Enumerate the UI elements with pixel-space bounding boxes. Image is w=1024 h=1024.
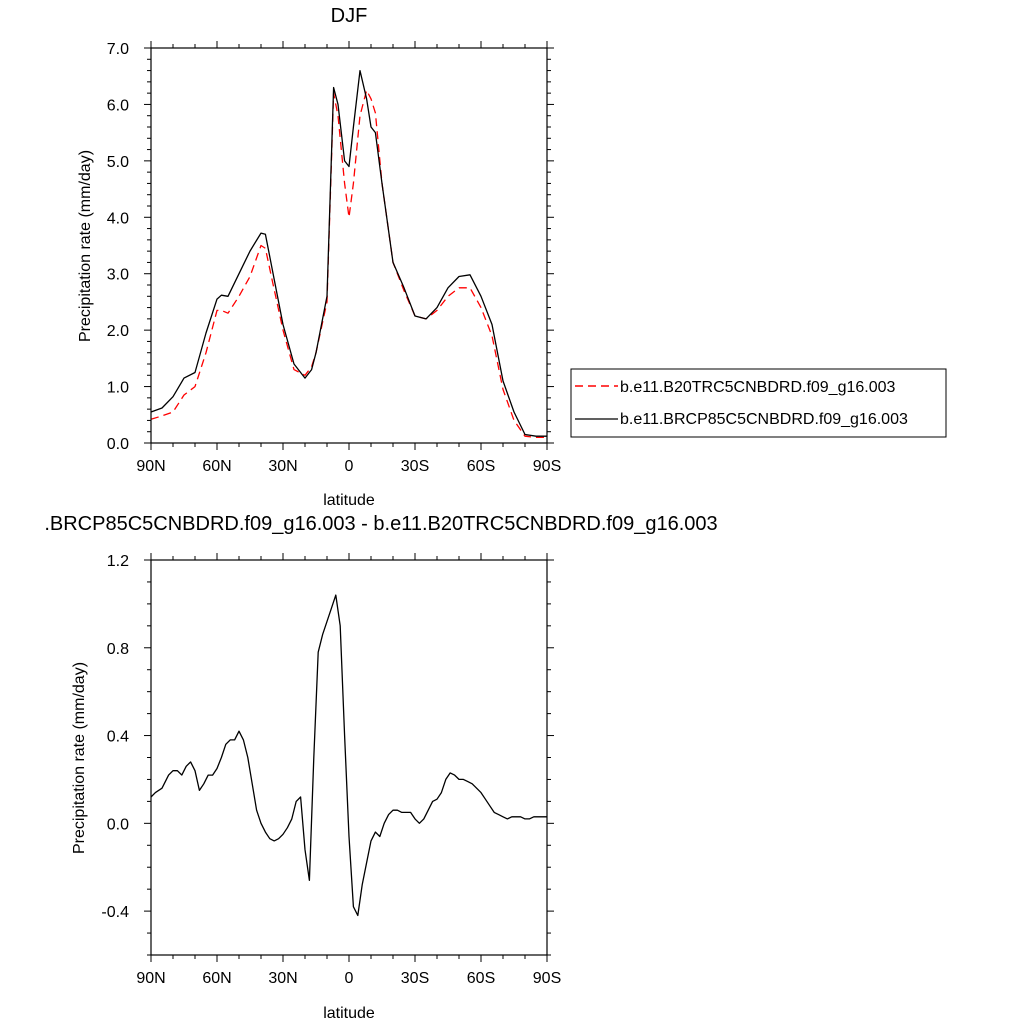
x-tick-label: 0 (345, 970, 354, 987)
x-tick-label: 60S (467, 970, 495, 987)
panel-bottom-difference: .BRCP85C5CNBDRD.f09_g16.003 - b.e11.B20T… (44, 513, 717, 1022)
y-axis-label: Precipitation rate (mm/day) (71, 662, 88, 854)
y-tick-label: 4.0 (107, 210, 129, 227)
y-tick-label: 7.0 (107, 41, 129, 58)
y-tick-label: 5.0 (107, 154, 129, 171)
axis-ticks (144, 41, 554, 450)
panel-top-djf: DJF Precipitation rate (mm/day) latitude… (77, 5, 561, 509)
x-tick-label: 60N (202, 458, 231, 475)
y-tick-label: 0.0 (107, 436, 129, 453)
y-tick-label: 2.0 (107, 323, 129, 340)
x-tick-label: 90S (533, 458, 561, 475)
series-line-2 (150, 69, 547, 437)
series-line-1 (150, 594, 547, 917)
chart-title: .BRCP85C5CNBDRD.f09_g16.003 - b.e11.B20T… (44, 513, 717, 535)
plot-frame (150, 559, 548, 956)
x-tick-label: 30S (401, 458, 429, 475)
x-tick-label: 60S (467, 458, 495, 475)
plot-frame (150, 47, 548, 444)
y-tick-label: 3.0 (107, 267, 129, 284)
chart-title: DJF (331, 5, 368, 27)
y-axis-label: Precipitation rate (mm/day) (77, 150, 94, 342)
axis-ticks (144, 553, 554, 962)
series-lines (150, 594, 547, 917)
x-tick-label: 90S (533, 970, 561, 987)
x-tick-label: 60N (202, 970, 231, 987)
legend: b.e11.B20TRC5CNBDRD.f09_g16.003 b.e11.BR… (570, 368, 947, 438)
x-axis-label: latitude (323, 492, 375, 509)
y-tick-label: -0.4 (101, 904, 129, 921)
y-tick-label: 1.0 (107, 380, 129, 397)
y-tick-label: 6.0 (107, 97, 129, 114)
legend-label-rcp85: b.e11.BRCP85C5CNBDRD.f09_g16.003 (620, 411, 908, 428)
series-lines (150, 69, 547, 439)
tick-labels: 90N 60N 30N 0 30S 60S 90S 0.0 1.0 2.0 3.0 4.0 5.0 6.0… (107, 41, 561, 475)
x-tick-label: 30N (268, 970, 297, 987)
series-line-1 (150, 89, 547, 439)
y-tick-label: 0.8 (107, 641, 129, 658)
legend-box (570, 368, 947, 438)
x-tick-label: 90N (136, 970, 165, 987)
y-tick-label: 1.2 (107, 553, 129, 570)
y-tick-label: 0.4 (107, 729, 129, 746)
legend-label-historical: b.e11.B20TRC5CNBDRD.f09_g16.003 (620, 379, 896, 396)
x-tick-label: 90N (136, 458, 165, 475)
x-axis-label: latitude (323, 1005, 375, 1022)
x-tick-label: 30S (401, 970, 429, 987)
x-tick-label: 0 (345, 458, 354, 475)
tick-labels: 90N 60N 30N 0 30S 60S 90S -0.4 0.0 0.4 0.8 1.2 (101, 553, 561, 987)
y-tick-label: 0.0 (107, 816, 129, 833)
x-tick-label: 30N (268, 458, 297, 475)
